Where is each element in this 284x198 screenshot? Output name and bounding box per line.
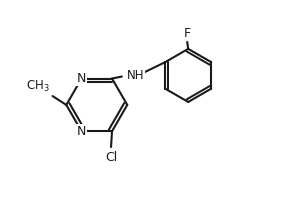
Text: F: F	[184, 27, 191, 40]
Text: N: N	[77, 125, 86, 138]
Text: N: N	[77, 72, 86, 85]
Text: NH: NH	[127, 69, 144, 82]
Text: CH$_3$: CH$_3$	[26, 79, 50, 94]
Text: Cl: Cl	[105, 151, 117, 164]
